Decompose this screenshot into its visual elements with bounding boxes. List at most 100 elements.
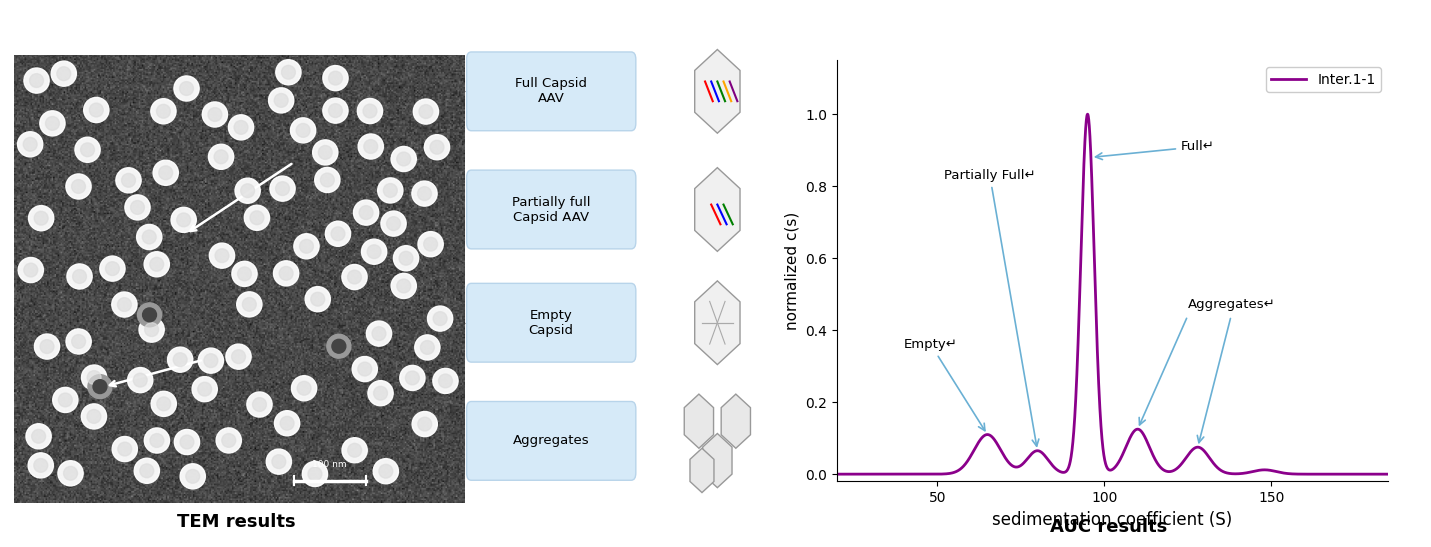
Inter.1-1	[1079, 111, 1096, 118]
Circle shape	[269, 88, 293, 113]
Circle shape	[438, 374, 452, 388]
FancyBboxPatch shape	[467, 283, 635, 362]
Inter.1-1	[1379, 471, 1397, 478]
Circle shape	[381, 211, 406, 236]
Circle shape	[293, 234, 319, 259]
Circle shape	[24, 263, 37, 277]
Polygon shape	[684, 394, 714, 448]
Circle shape	[89, 103, 103, 117]
Circle shape	[124, 195, 150, 220]
Circle shape	[57, 67, 70, 80]
Circle shape	[325, 221, 351, 246]
Circle shape	[117, 442, 132, 456]
Circle shape	[140, 464, 153, 478]
Y-axis label: normalized c(s): normalized c(s)	[784, 212, 800, 330]
Circle shape	[419, 104, 432, 119]
Circle shape	[412, 181, 436, 206]
Circle shape	[26, 424, 52, 449]
Polygon shape	[694, 49, 740, 133]
Line: Inter.1-1: Inter.1-1	[837, 114, 1388, 474]
Circle shape	[318, 146, 332, 159]
Circle shape	[391, 147, 416, 172]
Circle shape	[232, 350, 246, 364]
Inter.1-1	[1239, 469, 1256, 476]
Circle shape	[156, 104, 170, 118]
Circle shape	[245, 205, 269, 230]
Circle shape	[66, 174, 92, 199]
Circle shape	[136, 224, 162, 249]
Circle shape	[127, 368, 153, 393]
Circle shape	[321, 173, 335, 187]
Circle shape	[296, 124, 311, 137]
Circle shape	[235, 178, 260, 203]
Circle shape	[236, 292, 262, 317]
Circle shape	[175, 76, 199, 101]
Circle shape	[391, 274, 416, 299]
Circle shape	[311, 292, 325, 306]
Circle shape	[167, 347, 193, 372]
X-axis label: sedimentation coefficient (S): sedimentation coefficient (S)	[993, 511, 1232, 528]
Circle shape	[396, 152, 411, 166]
Circle shape	[30, 74, 43, 88]
Circle shape	[176, 213, 190, 227]
Circle shape	[215, 249, 229, 263]
Circle shape	[331, 227, 345, 241]
Circle shape	[242, 298, 256, 311]
Circle shape	[112, 437, 137, 462]
Circle shape	[192, 376, 218, 401]
Text: AUC results: AUC results	[1050, 518, 1168, 536]
Circle shape	[282, 65, 295, 79]
Circle shape	[384, 184, 398, 197]
Circle shape	[358, 362, 372, 376]
Inter.1-1	[1282, 470, 1299, 477]
Circle shape	[203, 354, 218, 368]
Circle shape	[373, 458, 398, 484]
Circle shape	[415, 335, 439, 360]
Circle shape	[133, 373, 147, 387]
Circle shape	[405, 371, 419, 385]
Circle shape	[135, 458, 159, 484]
Circle shape	[248, 392, 272, 417]
Circle shape	[142, 230, 156, 244]
Circle shape	[342, 265, 368, 289]
Polygon shape	[703, 433, 733, 488]
Circle shape	[358, 98, 382, 124]
Circle shape	[368, 245, 381, 259]
Circle shape	[46, 117, 59, 130]
Circle shape	[59, 393, 73, 407]
Circle shape	[434, 312, 446, 325]
Circle shape	[100, 256, 124, 281]
Circle shape	[116, 168, 142, 193]
Circle shape	[180, 435, 195, 449]
Circle shape	[130, 201, 145, 214]
Circle shape	[396, 279, 411, 293]
Circle shape	[173, 353, 187, 366]
Circle shape	[180, 82, 193, 95]
Circle shape	[19, 258, 43, 283]
Polygon shape	[694, 167, 740, 251]
Circle shape	[145, 323, 159, 336]
Circle shape	[222, 434, 236, 447]
Circle shape	[348, 444, 362, 457]
Circle shape	[363, 104, 376, 118]
Circle shape	[302, 462, 328, 486]
Circle shape	[250, 211, 263, 225]
Circle shape	[275, 94, 288, 107]
Circle shape	[323, 98, 348, 123]
Circle shape	[352, 357, 378, 382]
Circle shape	[279, 266, 293, 280]
Circle shape	[29, 453, 53, 478]
Circle shape	[143, 308, 156, 322]
Circle shape	[145, 428, 169, 453]
Circle shape	[378, 178, 404, 203]
Circle shape	[209, 144, 233, 170]
Circle shape	[31, 429, 46, 443]
Circle shape	[202, 102, 228, 127]
Circle shape	[150, 98, 176, 124]
Circle shape	[342, 438, 368, 463]
Circle shape	[209, 243, 235, 268]
Circle shape	[366, 321, 392, 346]
Text: Partially Full↵: Partially Full↵	[944, 169, 1039, 446]
Circle shape	[66, 329, 92, 354]
Circle shape	[112, 292, 137, 317]
